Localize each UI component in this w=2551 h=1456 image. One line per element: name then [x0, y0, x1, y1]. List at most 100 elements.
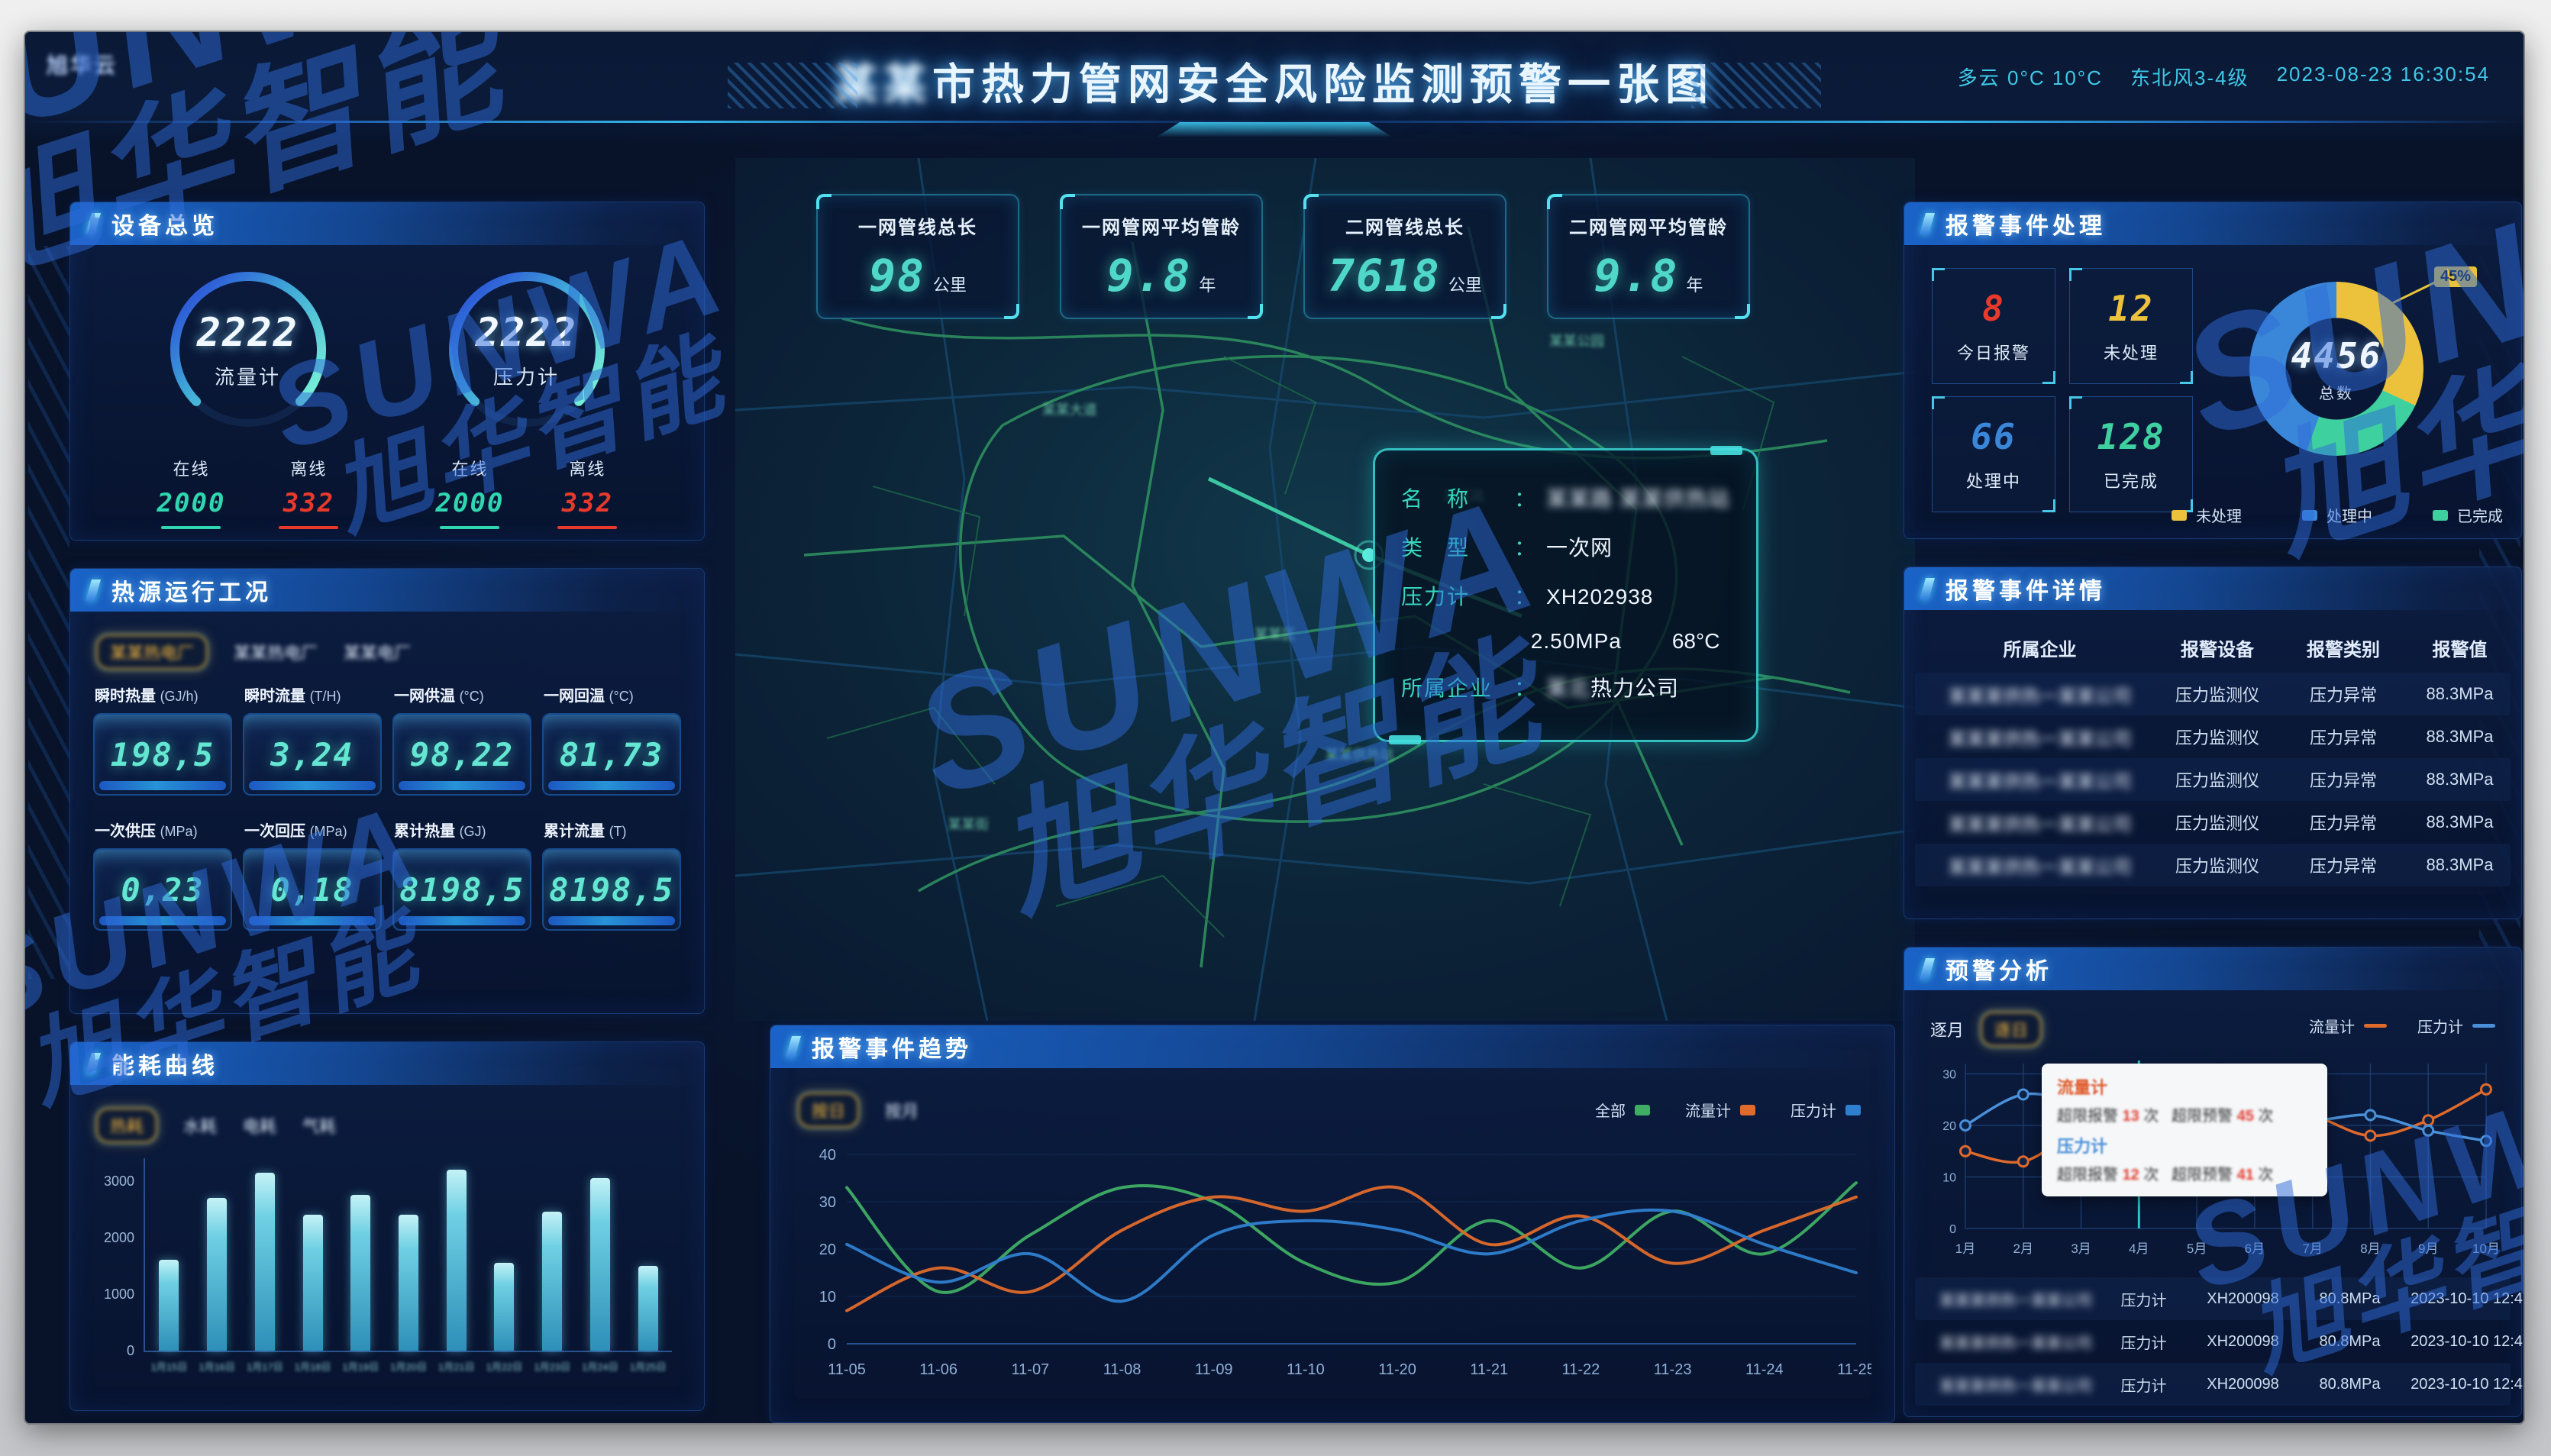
legend-item[interactable]: 全部 — [1595, 1099, 1650, 1121]
svg-text:11-24: 11-24 — [1745, 1361, 1784, 1378]
legend-label: 压力计 — [1791, 1103, 1836, 1120]
detail-table-header: 所属企业 报警设备 报警类别 报警值 — [1915, 628, 2511, 667]
tooltip-row: 压力计： XH202938 — [1401, 585, 1654, 609]
metric: 一次供压 (MPa) 0,23 — [93, 818, 232, 931]
cell-value: 88.3MPa — [2426, 727, 2494, 746]
panel-title: 报警事件详情 — [1946, 579, 2106, 604]
tab-option[interactable]: 某某热电厂 — [234, 644, 318, 663]
tab-option[interactable]: 逐月 — [1930, 1021, 1965, 1040]
stat-card-unit: 公里 — [1448, 276, 1482, 295]
gauge-dial: 2222 流量计 — [160, 262, 336, 437]
metric-tile: 0,18 — [243, 848, 382, 931]
energy-bar-chart: 1月15日 1月16日 1月17日 1月18日 1月19日 1月20日 1月21日 1月22日… — [144, 1158, 672, 1373]
x-axis-label: 1月24日 — [582, 1361, 618, 1373]
legend-item[interactable]: 已完成 — [2433, 504, 2503, 526]
legend-item[interactable]: 压力计 — [2417, 1015, 2495, 1037]
header-divider — [25, 121, 2524, 123]
tab-option[interactable]: 电耗 — [243, 1117, 277, 1136]
panel-title: 报警事件趋势 — [812, 1037, 972, 1062]
alarm-stat-box: 12 未处理 — [2069, 268, 2193, 384]
y-axis-tick: 0 — [126, 1343, 134, 1358]
alarm-stat-box: 66 处理中 — [1932, 396, 2055, 512]
metric: 一次回压 (MPa) 0,18 — [243, 818, 382, 931]
bar — [302, 1215, 323, 1351]
panel-alarm-detail: 报警事件详情 所属企业 报警设备 报警类别 报警值 某某某供热一某某公司 压力监测仪 … — [1904, 567, 2522, 919]
cell-device: 压力监测仪 — [2175, 771, 2259, 790]
cell-device: 压力监测仪 — [2175, 728, 2259, 747]
tab-option[interactable]: 某某电厂 — [344, 644, 412, 663]
svg-text:1月: 1月 — [1955, 1241, 1975, 1256]
panel-title-bar: 热源运行工况 — [70, 569, 704, 612]
tab-selected[interactable]: 某某热电厂 — [96, 634, 208, 670]
gauge: 2222 压力计 在线 2000 离线 332 — [408, 262, 645, 529]
alarm-donut-center: 4456 总数 — [2249, 282, 2423, 456]
legend-item[interactable]: 压力计 — [1791, 1099, 1861, 1121]
tooltip-line1: 超限报警 13 次 超限预警 45 次 — [2057, 1108, 2274, 1125]
svg-text:10: 10 — [1942, 1172, 1956, 1185]
bar — [494, 1263, 515, 1351]
tab-option[interactable]: 按月 — [885, 1102, 919, 1121]
legend-swatch — [1740, 1104, 1755, 1115]
metric-value: 8198,5 — [399, 870, 525, 909]
bar — [446, 1169, 467, 1351]
tab-option[interactable]: 水耗 — [183, 1117, 218, 1136]
x-axis-label: 1月15日 — [150, 1361, 188, 1373]
tab-selected[interactable]: 热耗 — [96, 1108, 158, 1143]
svg-text:3月: 3月 — [2071, 1241, 2091, 1256]
alarm-stat-value: 12 — [2108, 288, 2154, 329]
panel-device-overview: 设备总览 2222 流量计 在线 2000 离线 332 — [69, 202, 705, 541]
map-anchor-dot[interactable] — [1362, 548, 1376, 562]
svg-text:10: 10 — [819, 1289, 836, 1306]
tab-selected[interactable]: 按日 — [798, 1093, 860, 1128]
cell-code: XH200098 — [2207, 1290, 2279, 1307]
warning-analysis-legend: 流量计 压力计 — [2309, 1015, 2495, 1037]
map-tooltip: 名 称：某某路 某某供热站类 型：一次网 压力计： XH202938 2.50MPa… — [1373, 446, 1758, 744]
header-trapezoid-decor — [1156, 122, 1393, 137]
tab-selected[interactable]: 逐日 — [1981, 1012, 2042, 1047]
alarm-stat-label: 今日报警 — [1956, 344, 2030, 363]
svg-text:30: 30 — [1942, 1069, 1956, 1082]
x-axis-label: 1月20日 — [390, 1361, 427, 1373]
bar — [350, 1195, 371, 1351]
gauge: 2222 流量计 在线 2000 离线 332 — [130, 262, 367, 529]
cell-value: 88.3MPa — [2426, 684, 2494, 703]
gauges: 2222 流量计 在线 2000 离线 332 2222 压力计 — [70, 262, 704, 529]
legend-item[interactable]: 流量计 — [1685, 1099, 1755, 1121]
heat-source-tabs: 某某热电厂 某某热电厂 某某电厂 — [96, 634, 411, 670]
svg-text:20: 20 — [1942, 1120, 1956, 1133]
map-place-label: 某某大道 — [1041, 402, 1097, 418]
column-header: 报警值 — [2432, 639, 2488, 660]
stat-card-value: 98 — [869, 250, 925, 302]
stat-card-unit: 年 — [1686, 276, 1703, 295]
tab-option[interactable]: 气耗 — [302, 1117, 337, 1136]
alarm-stat-label: 未处理 — [2103, 344, 2159, 363]
title-prefix: 某某 — [835, 60, 932, 108]
gauge-stats: 在线 2000 离线 332 — [130, 456, 367, 529]
stat-card-label: 二网管网平均管龄 — [1569, 218, 1728, 238]
cell-code: XH200098 — [2207, 1375, 2279, 1393]
legend-swatch — [2172, 509, 2187, 521]
bar — [542, 1212, 563, 1351]
stat-card-unit: 公里 — [932, 276, 967, 295]
alarm-stat-box: 8 今日报警 — [1932, 268, 2055, 384]
table-row: 某某某供热一某某公司 压力监测仪 压力异常 88.3MPa — [1915, 715, 2511, 758]
legend-item[interactable]: 未处理 — [2172, 504, 2242, 526]
map-place-label: 某某公园 — [1549, 334, 1605, 349]
legend-item[interactable]: 处理中 — [2302, 504, 2372, 526]
cell-company: 某某某供热一某某公司 — [1939, 1377, 2092, 1395]
panel-alarm-handle: 报警事件处理 8 今日报警 12 未处理 66 处理中 128 已完成 4456 总数… — [1904, 202, 2522, 539]
stat-card-value: 7618 — [1328, 250, 1441, 302]
panel-heat-source: 热源运行工况 某某热电厂 某某热电厂 某某电厂 瞬时热量 (GJ/h) 198,5 … — [69, 568, 705, 1014]
chart-tooltip: 流量计 超限报警 13 次 超限预警 45 次 压力计 超限报警 12 次 — [2042, 1064, 2327, 1196]
legend-item[interactable]: 流量计 — [2309, 1015, 2387, 1037]
metric-value: 0,23 — [121, 870, 205, 909]
heat-source-metrics: 瞬时热量 (GJ/h) 198,5 瞬时流量 (T/H) 3,24 一网供温 (… — [93, 683, 681, 931]
svg-text:11-22: 11-22 — [1562, 1361, 1600, 1378]
gauge-stats: 在线 2000 离线 332 — [408, 456, 645, 529]
offline-stat: 离线 332 — [279, 456, 339, 529]
x-axis-label: 1月25日 — [629, 1361, 667, 1373]
stat-card-value: 9.8 — [1594, 250, 1679, 302]
bar — [207, 1197, 228, 1351]
svg-text:0: 0 — [828, 1336, 836, 1353]
